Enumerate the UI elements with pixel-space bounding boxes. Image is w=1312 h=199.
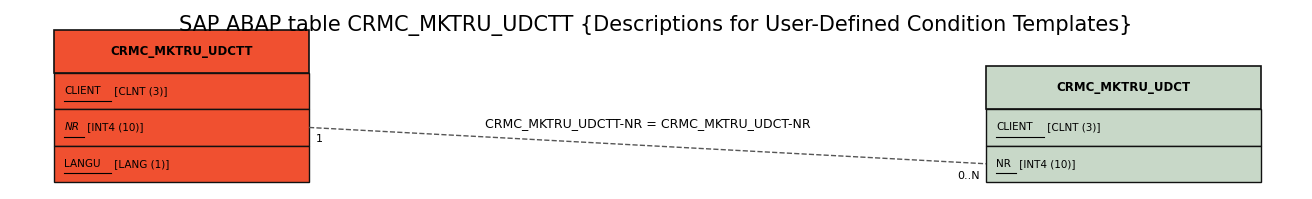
Text: [CLNT (3)]: [CLNT (3)] <box>112 86 168 96</box>
Text: [LANG (1)]: [LANG (1)] <box>112 159 169 169</box>
Text: 0..N: 0..N <box>956 171 979 180</box>
Text: CLIENT: CLIENT <box>64 86 101 96</box>
Text: NR: NR <box>64 122 79 133</box>
Text: LANGU: LANGU <box>64 159 101 169</box>
Text: CRMC_MKTRU_UDCT: CRMC_MKTRU_UDCT <box>1056 81 1190 94</box>
Text: [CLNT (3)]: [CLNT (3)] <box>1043 122 1099 133</box>
Text: NR: NR <box>996 159 1012 169</box>
FancyBboxPatch shape <box>985 146 1261 182</box>
Text: [INT4 (10)]: [INT4 (10)] <box>84 122 143 133</box>
FancyBboxPatch shape <box>54 146 310 182</box>
FancyBboxPatch shape <box>985 109 1261 146</box>
FancyBboxPatch shape <box>54 73 310 109</box>
Text: CRMC_MKTRU_UDCTT: CRMC_MKTRU_UDCTT <box>110 45 253 58</box>
FancyBboxPatch shape <box>54 109 310 146</box>
FancyBboxPatch shape <box>985 66 1261 109</box>
Text: SAP ABAP table CRMC_MKTRU_UDCTT {Descriptions for User-Defined Condition Templat: SAP ABAP table CRMC_MKTRU_UDCTT {Descrip… <box>180 15 1132 36</box>
FancyBboxPatch shape <box>54 30 310 73</box>
Text: [INT4 (10)]: [INT4 (10)] <box>1015 159 1075 169</box>
Text: CRMC_MKTRU_UDCTT-NR = CRMC_MKTRU_UDCT-NR: CRMC_MKTRU_UDCTT-NR = CRMC_MKTRU_UDCT-NR <box>484 117 811 130</box>
Text: CLIENT: CLIENT <box>996 122 1033 133</box>
Text: 1: 1 <box>316 134 323 144</box>
